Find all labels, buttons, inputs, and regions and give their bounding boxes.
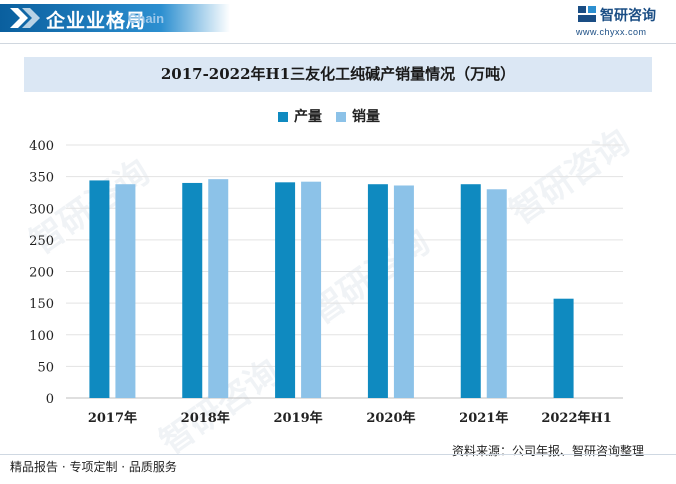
legend-label-sales: 销量	[352, 109, 380, 125]
footer-tagline: 精品报告 · 专项定制 · 品质服务	[10, 460, 177, 474]
chevron-icon	[10, 8, 40, 28]
section-title: 企业业格局	[46, 10, 147, 32]
bar-production	[460, 184, 481, 398]
x-tick-label: 2019年	[273, 410, 322, 426]
bar-production	[553, 298, 574, 398]
bar-sales	[486, 189, 507, 398]
footer-divider	[0, 454, 676, 455]
y-tick-label: 50	[37, 360, 54, 375]
legend-swatch-sales	[336, 112, 346, 122]
y-tick-label: 300	[29, 202, 54, 217]
y-tick-label: 150	[29, 297, 54, 312]
brand-name: 智研咨询	[600, 8, 656, 24]
x-tick-label: 2017年	[88, 410, 137, 426]
x-tick-label: 2021年	[459, 410, 508, 426]
source-note: 资料来源：公司年报、智研咨询整理	[452, 444, 645, 458]
bar-sales	[115, 184, 136, 398]
y-tick-label: 200	[29, 266, 54, 281]
page-header: 企业业格局 Chain 智研咨询 www.chyxx.com	[0, 0, 676, 38]
legend-swatch-production	[278, 112, 288, 122]
y-tick-label: 400	[29, 139, 54, 154]
y-tick-label: 350	[29, 171, 54, 186]
legend-label-production: 产量	[294, 109, 322, 125]
bar-production	[367, 184, 388, 398]
section-title-en: Chain	[128, 11, 165, 26]
x-tick-label: 2020年	[366, 410, 415, 426]
chart-title-box: 2017-2022年H1三友化工纯碱产销量情况（万吨）	[24, 57, 652, 92]
bar-production	[89, 180, 110, 398]
x-tick-label: 2022年H1	[541, 410, 612, 426]
brand-logo-icon	[578, 6, 596, 22]
bar-sales	[393, 185, 414, 398]
bar-sales	[301, 181, 322, 398]
chart-title: 2017-2022年H1三友化工纯碱产销量情况（万吨）	[160, 65, 516, 83]
brand-url: www.chyxx.com	[576, 27, 647, 37]
bar-sales	[208, 179, 229, 398]
y-tick-label: 100	[29, 329, 54, 344]
header-divider	[0, 43, 676, 44]
x-tick-label: 2018年	[181, 410, 230, 426]
bar-production	[275, 182, 296, 398]
y-tick-label: 250	[29, 234, 54, 249]
bar-production	[182, 182, 203, 398]
y-tick-label: 0	[46, 392, 54, 407]
